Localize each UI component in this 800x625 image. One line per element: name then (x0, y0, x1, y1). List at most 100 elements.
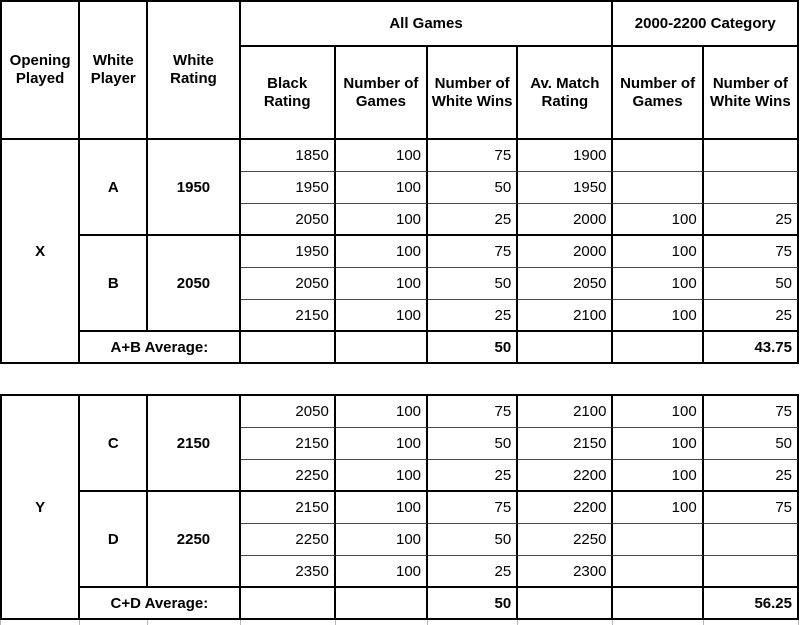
header-white-rating[interactable]: White Rating (148, 0, 241, 140)
cell-number-of-games[interactable]: 100 (335, 172, 429, 204)
cell-white-rating-a[interactable]: 1950 (148, 140, 241, 236)
cell-white-wins[interactable]: 75 (428, 492, 519, 524)
cell-cat-games[interactable]: 100 (613, 460, 704, 492)
cell-white-rating-c[interactable]: 2150 (148, 396, 241, 492)
cell-av-match-rating[interactable]: 2050 (518, 268, 614, 300)
cell-white-wins[interactable]: 25 (428, 556, 519, 588)
cell-number-of-games[interactable]: 100 (335, 460, 429, 492)
header-white-player[interactable]: White Player (80, 0, 149, 140)
cell-ab-average-wins[interactable]: 50 (428, 332, 519, 364)
cell-black-rating[interactable]: 2350 (240, 556, 336, 588)
cell-cat-wins[interactable]: 50 (703, 268, 799, 300)
cell-cat-wins[interactable]: 75 (703, 236, 799, 268)
cell-player-a[interactable]: A (80, 140, 149, 236)
cell-black-rating[interactable] (240, 332, 336, 364)
cell-black-rating[interactable]: 2250 (240, 460, 336, 492)
header-av-match-rating[interactable]: Av. Match Rating (518, 47, 614, 140)
cell-white-wins[interactable]: 50 (428, 172, 519, 204)
cell-av-match-rating[interactable] (518, 332, 614, 364)
cell-cat-wins[interactable]: 75 (703, 492, 799, 524)
group-header-all-games[interactable]: All Games (240, 0, 614, 47)
cell-white-wins[interactable]: 50 (428, 428, 519, 460)
group-header-2000-2200-category[interactable]: 2000-2200 Category (613, 0, 799, 47)
cell-white-wins[interactable]: 75 (428, 140, 519, 172)
cell-black-rating[interactable]: 1850 (240, 140, 336, 172)
cell-white-wins[interactable]: 25 (428, 460, 519, 492)
cell-number-of-games[interactable] (335, 332, 429, 364)
header-cat-number-of-white-wins[interactable]: Number of White Wins (703, 47, 799, 140)
cell-cat-games[interactable] (613, 524, 704, 556)
cell-black-rating[interactable] (240, 588, 336, 620)
cell-ab-average-label[interactable]: A+B Average: (80, 332, 241, 364)
cell-av-match-rating[interactable] (518, 588, 614, 620)
cell-number-of-games[interactable]: 100 (335, 428, 429, 460)
cell-av-match-rating[interactable]: 1950 (518, 172, 614, 204)
cell-number-of-games[interactable]: 100 (335, 300, 429, 332)
cell-white-wins[interactable]: 50 (428, 268, 519, 300)
cell-black-rating[interactable]: 2050 (240, 268, 336, 300)
cell-white-wins[interactable]: 75 (428, 396, 519, 428)
cell-black-rating[interactable]: 2050 (240, 204, 336, 236)
header-number-of-white-wins[interactable]: Number of White Wins (428, 47, 519, 140)
cell-cat-games[interactable] (613, 588, 704, 620)
cell-player-c[interactable]: C (80, 396, 149, 492)
cell-black-rating[interactable]: 2050 (240, 396, 336, 428)
cell-cat-wins[interactable] (703, 172, 799, 204)
cell-number-of-games[interactable]: 100 (335, 492, 429, 524)
cell-white-wins[interactable]: 50 (428, 524, 519, 556)
cell-cat-games[interactable]: 100 (613, 492, 704, 524)
cell-black-rating[interactable]: 2150 (240, 492, 336, 524)
cell-cat-games[interactable] (613, 172, 704, 204)
cell-ab-average-cat-wins[interactable]: 43.75 (703, 332, 799, 364)
cell-cat-games[interactable] (613, 556, 704, 588)
cell-number-of-games[interactable]: 100 (335, 396, 429, 428)
cell-cat-games[interactable]: 100 (613, 428, 704, 460)
cell-av-match-rating[interactable]: 2200 (518, 492, 614, 524)
cell-player-b[interactable]: B (80, 236, 149, 332)
cell-black-rating[interactable]: 1950 (240, 236, 336, 268)
cell-av-match-rating[interactable]: 2300 (518, 556, 614, 588)
header-opening-played[interactable]: Opening Played (0, 0, 81, 140)
cell-black-rating[interactable]: 2250 (240, 524, 336, 556)
cell-white-wins[interactable]: 25 (428, 204, 519, 236)
cell-white-rating-b[interactable]: 2050 (148, 236, 241, 332)
cell-cat-wins[interactable] (703, 556, 799, 588)
cell-av-match-rating[interactable]: 2250 (518, 524, 614, 556)
cell-cat-games[interactable]: 100 (613, 300, 704, 332)
cell-av-match-rating[interactable]: 2000 (518, 204, 614, 236)
cell-av-match-rating[interactable]: 2100 (518, 300, 614, 332)
cell-av-match-rating[interactable]: 1900 (518, 140, 614, 172)
cell-number-of-games[interactable]: 100 (335, 524, 429, 556)
cell-opening-x[interactable]: X (0, 140, 81, 364)
cell-cat-games[interactable] (613, 140, 704, 172)
cell-white-wins[interactable]: 25 (428, 300, 519, 332)
cell-cat-games[interactable]: 100 (613, 236, 704, 268)
cell-cat-wins[interactable]: 25 (703, 460, 799, 492)
cell-av-match-rating[interactable]: 2200 (518, 460, 614, 492)
cell-cat-wins[interactable]: 25 (703, 204, 799, 236)
cell-cat-wins[interactable] (703, 140, 799, 172)
cell-av-match-rating[interactable]: 2150 (518, 428, 614, 460)
cell-av-match-rating[interactable]: 2100 (518, 396, 614, 428)
cell-number-of-games[interactable]: 100 (335, 140, 429, 172)
cell-number-of-games[interactable]: 100 (335, 556, 429, 588)
cell-cd-average-cat-wins[interactable]: 56.25 (703, 588, 799, 620)
header-black-rating[interactable]: Black Rating (240, 47, 336, 140)
header-number-of-games[interactable]: Number of Games (335, 47, 429, 140)
cell-cd-average-label[interactable]: C+D Average: (80, 588, 241, 620)
cell-av-match-rating[interactable]: 2000 (518, 236, 614, 268)
cell-black-rating[interactable]: 2150 (240, 428, 336, 460)
cell-opening-y[interactable]: Y (0, 396, 81, 620)
header-cat-number-of-games[interactable]: Number of Games (613, 47, 704, 140)
cell-cat-wins[interactable]: 50 (703, 428, 799, 460)
cell-cat-wins[interactable]: 75 (703, 396, 799, 428)
cell-cd-average-wins[interactable]: 50 (428, 588, 519, 620)
cell-number-of-games[interactable]: 100 (335, 236, 429, 268)
cell-white-rating-d[interactable]: 2250 (148, 492, 241, 588)
cell-black-rating[interactable]: 1950 (240, 172, 336, 204)
cell-cat-wins[interactable]: 25 (703, 300, 799, 332)
cell-number-of-games[interactable]: 100 (335, 204, 429, 236)
cell-white-wins[interactable]: 75 (428, 236, 519, 268)
cell-cat-games[interactable] (613, 332, 704, 364)
cell-cat-wins[interactable] (703, 524, 799, 556)
